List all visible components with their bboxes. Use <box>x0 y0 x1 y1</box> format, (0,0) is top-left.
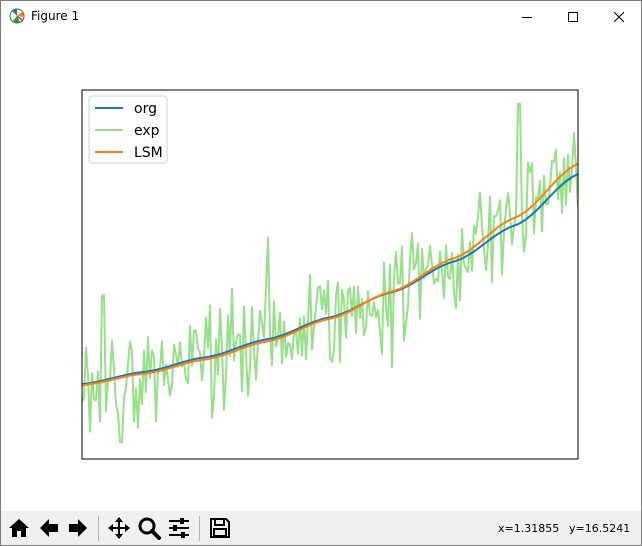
series-line-exp <box>82 102 578 443</box>
close-icon <box>614 11 624 22</box>
series-line-org <box>82 173 578 386</box>
navigation-toolbar: x=1.31855 y=16.5241 <box>1 511 641 545</box>
maximize-button[interactable] <box>550 1 596 32</box>
matplotlib-icon <box>9 8 25 24</box>
legend: org exp LSM <box>88 95 168 164</box>
minimize-button[interactable] <box>504 1 550 32</box>
cursor-x-readout: x=1.31855 <box>498 522 560 535</box>
plot-figure[interactable]: org exp LSM <box>1 32 641 511</box>
window-title: Figure 1 <box>31 9 80 23</box>
pan-icon <box>107 516 131 540</box>
title-bar[interactable]: Figure 1 <box>1 1 641 32</box>
save-icon <box>208 516 232 540</box>
forward-button[interactable] <box>65 515 91 541</box>
configure-subplots-icon <box>167 516 191 540</box>
toolbar-separator <box>199 516 200 541</box>
pan-button[interactable] <box>106 515 132 541</box>
maximize-icon <box>568 11 578 22</box>
legend-label-lsm: LSM <box>134 145 163 161</box>
axes-frame <box>81 89 579 460</box>
back-button[interactable] <box>36 515 62 541</box>
forward-arrow-icon <box>66 516 90 540</box>
cursor-y-readout: y=16.5241 <box>569 522 631 535</box>
home-button[interactable] <box>6 515 32 541</box>
configure-subplots-button[interactable] <box>166 515 192 541</box>
close-button[interactable] <box>596 1 641 32</box>
zoom-icon <box>137 516 161 540</box>
home-icon <box>7 516 31 540</box>
figure-canvas[interactable]: org exp LSM <box>1 32 641 511</box>
legend-label-org: org <box>134 101 157 117</box>
toolbar-separator <box>98 516 99 541</box>
back-arrow-icon <box>37 516 61 540</box>
legend-box <box>88 95 168 164</box>
minimize-icon <box>522 12 532 22</box>
series-layer <box>82 102 578 443</box>
series-line-lsm <box>82 162 578 387</box>
zoom-button[interactable] <box>136 515 162 541</box>
legend-label-exp: exp <box>134 123 160 139</box>
save-button[interactable] <box>207 515 233 541</box>
